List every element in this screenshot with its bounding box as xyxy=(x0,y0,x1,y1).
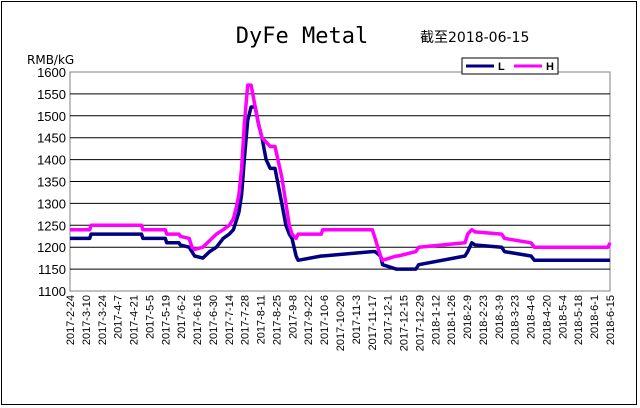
x-tick-label: 2018-5-18 xyxy=(573,295,585,345)
y-tick-label: 1250 xyxy=(37,218,66,233)
y-axis-unit: RMB/kG xyxy=(27,53,74,67)
x-tick-label: 2017-7-14 xyxy=(224,295,236,345)
x-tick-label: 2017-3-24 xyxy=(97,295,109,345)
x-tick-label: 2017-3-10 xyxy=(81,295,93,345)
x-tick-label: 2017-4-7 xyxy=(113,295,125,339)
x-tick-label: 2018-2-9 xyxy=(462,295,474,339)
x-tick-label: 2017-9-22 xyxy=(303,295,315,345)
x-axis-ticks: 2017-2-24 2017-3-10 2017-3-24 2017-4-7 2017-… xyxy=(65,295,617,351)
x-tick-label: 2017-8-25 xyxy=(271,295,283,345)
x-tick-label: 2018-3-9 xyxy=(494,295,506,339)
chart-title: DyFe Metal xyxy=(236,24,368,49)
x-tick-label: 2017-10-6 xyxy=(319,295,331,345)
y-axis-ticks: 1100 1150 1200 1250 1300 1350 1400 1450 1500 1550… xyxy=(37,65,66,299)
x-tick-label: 2017-7-28 xyxy=(240,295,252,345)
y-tick-label: 1500 xyxy=(37,109,66,124)
x-tick-label: 2018-5-4 xyxy=(557,295,569,339)
y-tick-label: 1450 xyxy=(37,131,66,146)
x-tick-label: 2017-10-20 xyxy=(335,295,347,351)
x-tick-label: 2017-11-3 xyxy=(351,295,363,344)
chart-subtitle: 截至2018-06-15 xyxy=(420,30,529,46)
y-tick-label: 1150 xyxy=(38,262,66,277)
series-line-h xyxy=(70,83,612,263)
y-tick-label: 1300 xyxy=(37,196,66,211)
x-tick-label: 2018-6-15 xyxy=(605,295,617,345)
y-tick-label: 1100 xyxy=(38,284,66,299)
x-tick-label: 2018-6-1 xyxy=(589,295,601,339)
x-tick-label: 2017-12-29 xyxy=(414,295,426,351)
x-tick-label: 2017-5-5 xyxy=(144,295,156,339)
x-tick-label: 2018-2-23 xyxy=(478,295,490,345)
x-tick-label: 2017-4-21 xyxy=(129,295,141,345)
x-tick-label: 2017-6-2 xyxy=(176,295,188,339)
x-tick-label: 2017-6-30 xyxy=(208,295,220,345)
y-tick-label: 1350 xyxy=(37,175,66,190)
y-tick-label: 1600 xyxy=(37,65,66,80)
legend-label-l: L xyxy=(498,61,505,73)
gridlines xyxy=(70,93,610,270)
x-tick-label: 2017-11-17 xyxy=(367,295,379,350)
x-tick-label: 2018-3-23 xyxy=(510,295,522,345)
x-tick-label: 2017-8-11 xyxy=(256,295,268,344)
series-line-l xyxy=(70,105,610,271)
legend-label-h: H xyxy=(546,61,554,73)
x-tick-label: 2017-9-8 xyxy=(287,295,299,339)
x-tick-label: 2017-5-19 xyxy=(160,295,172,345)
legend-box xyxy=(461,57,559,75)
y-tick-label: 1400 xyxy=(37,153,66,168)
x-tick-label: 2017-6-16 xyxy=(192,295,204,345)
x-tick-label: 2018-4-20 xyxy=(541,295,553,345)
x-tick-label: 2018-1-12 xyxy=(430,295,442,345)
x-tick-label: 2017-12-1 xyxy=(383,295,395,345)
x-tick-label: 2017-12-15 xyxy=(399,295,411,351)
y-tick-label: 1550 xyxy=(37,87,66,102)
y-tick-label: 1200 xyxy=(37,240,66,255)
legend: L H xyxy=(461,57,559,75)
x-tick-label: 2018-1-26 xyxy=(446,295,458,345)
series-layer xyxy=(70,83,612,271)
x-tick-label: 2017-2-24 xyxy=(65,295,77,345)
x-tick-label: 2018-4-6 xyxy=(526,295,538,339)
